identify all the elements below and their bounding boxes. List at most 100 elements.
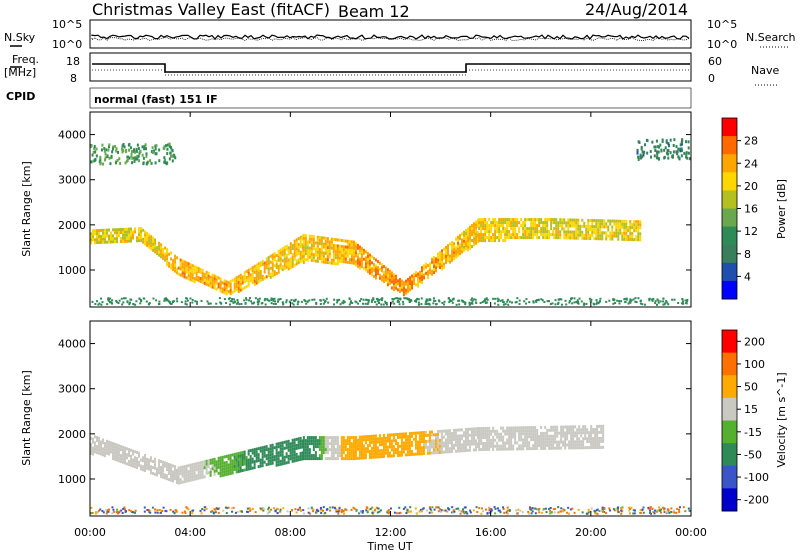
heatmap-cell	[502, 218, 505, 222]
heatmap-cell	[522, 432, 525, 436]
heatmap-cell	[197, 473, 200, 477]
heatmap-cell	[427, 270, 430, 274]
heatmap-cell	[596, 436, 599, 440]
heatmap-cell	[326, 243, 329, 247]
heatmap-cell	[209, 461, 212, 465]
heatmap-cell	[299, 256, 302, 260]
heatmap-cell	[340, 436, 343, 440]
heatmap-cell	[428, 430, 431, 434]
heatmap-cell	[643, 150, 646, 154]
heatmap-cell	[550, 511, 553, 514]
heatmap-cell	[255, 278, 258, 282]
heatmap-cell	[637, 226, 640, 230]
colorbar-swatch	[722, 280, 737, 300]
heatmap-cell	[100, 237, 102, 241]
heatmap-cell	[106, 303, 109, 306]
heatmap-cell	[417, 275, 420, 279]
heatmap-cell	[345, 508, 348, 511]
heatmap-cell	[635, 229, 638, 233]
heatmap-cell	[348, 457, 351, 461]
heatmap-cell	[482, 224, 485, 228]
heatmap-cell	[566, 434, 569, 438]
heatmap-cell	[223, 279, 226, 283]
heatmap-cell	[531, 507, 534, 510]
heatmap-cell	[585, 227, 588, 231]
heatmap-cell	[120, 454, 122, 458]
heatmap-cell	[366, 264, 369, 268]
heatmap-cell	[677, 147, 680, 151]
heatmap-cell	[350, 261, 353, 265]
heatmap-cell	[404, 453, 407, 457]
heatmap-cell	[394, 277, 397, 281]
heatmap-cell	[537, 298, 540, 301]
heatmap-cell	[492, 426, 495, 430]
heatmap-cell	[386, 454, 389, 458]
heatmap-cell	[433, 256, 436, 260]
heatmap-cell	[408, 299, 411, 302]
heatmap-cell	[380, 455, 383, 459]
heatmap-cell	[102, 453, 104, 457]
heatmap-cell	[225, 289, 228, 293]
heatmap-cell	[257, 453, 260, 457]
heatmap-cell	[287, 261, 290, 265]
heatmap-cell	[439, 265, 442, 269]
heatmap-cell	[376, 269, 379, 273]
heatmap-cell	[484, 441, 487, 445]
heatmap-cell	[183, 471, 186, 475]
heatmap-cell	[639, 511, 642, 514]
heatmap-cell	[295, 458, 298, 462]
heatmap-cell	[663, 148, 666, 152]
heatmap-cell	[510, 435, 513, 439]
heatmap-cell	[123, 506, 126, 509]
heatmap-cell	[209, 281, 212, 285]
heatmap-cell	[524, 426, 527, 430]
heatmap-cell	[156, 249, 159, 253]
heatmap-cell	[146, 460, 148, 464]
heatmap-cell	[557, 506, 560, 509]
heatmap-cell	[281, 450, 284, 454]
heatmap-cell	[332, 243, 335, 247]
heatmap-cell	[492, 441, 495, 445]
heatmap-cell	[455, 303, 458, 306]
heatmap-cell	[685, 151, 688, 155]
heatmap-cell	[548, 218, 551, 222]
heatmap-cell	[500, 221, 503, 225]
heatmap-cell	[532, 300, 535, 303]
heatmap-cell	[546, 224, 549, 228]
heatmap-cell	[597, 228, 600, 232]
heatmap-cell	[447, 297, 450, 300]
heatmap-cell	[297, 246, 300, 250]
heatmap-cell	[538, 443, 541, 447]
heatmap-cell	[247, 449, 250, 453]
heatmap-cell	[173, 512, 176, 515]
heatmap-cell	[344, 445, 347, 449]
heatmap-cell	[436, 430, 439, 434]
heatmap-cell	[274, 302, 277, 305]
heatmap-cell	[573, 230, 576, 234]
heatmap-cell	[248, 299, 251, 302]
heatmap-cell	[364, 250, 367, 254]
heatmap-cell	[587, 218, 590, 222]
heatmap-cell	[661, 506, 664, 509]
heatmap-cell	[605, 512, 608, 515]
heatmap-cell	[554, 428, 557, 432]
heatmap-cell	[291, 459, 294, 463]
heatmap-cell	[181, 268, 184, 272]
heatmap-cell	[469, 509, 472, 512]
heatmap-cell	[111, 302, 114, 305]
heatmap-cell	[526, 432, 529, 436]
heatmap-cell	[623, 231, 626, 235]
heatmap-cell	[589, 219, 592, 223]
heatmap-cell	[598, 510, 601, 513]
heatmap-cell	[160, 246, 163, 250]
heatmap-cell	[302, 257, 305, 261]
heatmap-cell	[203, 460, 206, 464]
heatmap-cell	[312, 454, 315, 458]
heatmap-cell	[388, 445, 391, 449]
heatmap-cell	[358, 263, 361, 267]
heatmap-cell	[275, 460, 278, 464]
heatmap-cell	[181, 480, 184, 484]
heatmap-cell	[111, 512, 114, 515]
heatmap-cell	[360, 256, 363, 260]
heatmap-cell	[318, 439, 321, 443]
